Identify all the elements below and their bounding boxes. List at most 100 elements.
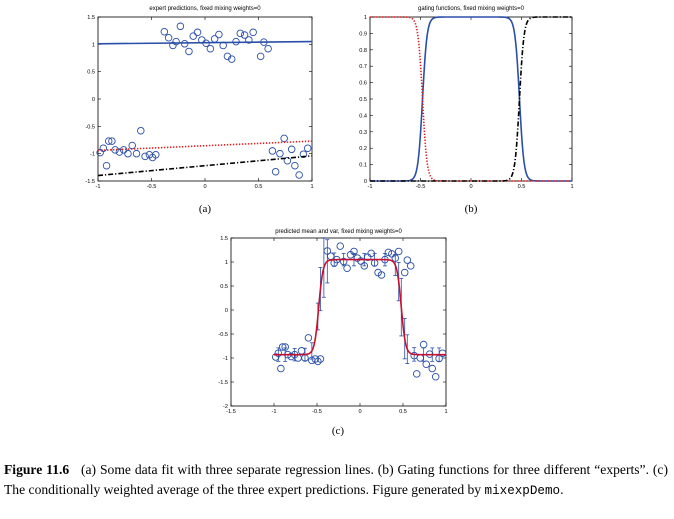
y-tick-label: 0.9 <box>359 31 367 37</box>
x-tick-label: 0 <box>358 409 361 415</box>
data-point <box>314 357 322 366</box>
data-point <box>339 257 348 266</box>
data-point <box>406 262 415 270</box>
data-point <box>104 137 113 145</box>
subfigure-label: (c) <box>332 425 345 437</box>
y-tick-label: 0.7 <box>359 64 367 70</box>
y-tick-label: 0.1 <box>359 163 367 169</box>
data-point <box>99 144 108 152</box>
y-tick-label: -1.5 <box>218 380 228 386</box>
data-point <box>422 360 430 368</box>
y-tick-label: 1 <box>364 15 367 21</box>
data-point <box>245 36 253 44</box>
data-point <box>283 157 292 165</box>
data-point <box>137 126 145 135</box>
data-point <box>336 242 344 250</box>
data-point <box>419 340 428 349</box>
x-tick-label: 0 <box>469 184 472 190</box>
chart-title: gating functions, fixed mixing weights=0 <box>418 6 525 12</box>
data-point <box>223 52 232 61</box>
predicted-mean-curve <box>273 258 447 356</box>
data-point <box>403 256 412 264</box>
data-point <box>141 152 149 161</box>
x-tick-label: 0.5 <box>518 184 526 190</box>
data-point <box>152 151 160 159</box>
data-point <box>189 32 197 40</box>
data-point <box>108 137 116 145</box>
data-point <box>124 149 132 158</box>
y-tick-label: 0 <box>92 97 95 103</box>
x-tick-label: -1 <box>272 409 277 415</box>
x-tick-label: -1 <box>368 184 373 190</box>
data-point <box>413 370 421 378</box>
data-point <box>236 29 245 38</box>
data-point <box>287 145 296 154</box>
x-tick-label: 1 <box>570 184 573 190</box>
data-point <box>343 264 351 272</box>
subfigure-label: (b) <box>465 203 478 215</box>
data-point <box>357 257 365 265</box>
y-tick-label: 0.5 <box>359 97 367 103</box>
data-point <box>277 364 285 373</box>
plot-frame <box>230 237 447 407</box>
data-point <box>271 167 280 176</box>
data-point <box>185 47 193 56</box>
data-point <box>281 343 289 351</box>
caption-figure-label: Figure 11.6 <box>4 462 70 477</box>
y-tick-label: -1 <box>223 356 228 362</box>
data-point <box>268 147 277 155</box>
subfigure-label: (a) <box>199 203 212 215</box>
y-tick-label: 0.3 <box>359 130 367 136</box>
y-tick-label: -1 <box>90 152 95 158</box>
y-tick-label: -2 <box>223 404 228 410</box>
data-point <box>304 334 313 342</box>
data-point <box>377 271 386 279</box>
data-point <box>227 55 236 63</box>
y-tick-label: 1 <box>92 42 95 48</box>
data-point <box>367 249 375 258</box>
data-point <box>172 37 180 46</box>
data-point <box>176 22 185 31</box>
caption-code: mixexpDemo <box>484 484 561 498</box>
y-tick-label: 0.4 <box>359 113 367 119</box>
gating-curve-expert-3 <box>370 16 572 182</box>
data-point <box>164 34 173 42</box>
x-tick-label: -1.5 <box>226 409 236 415</box>
data-point <box>274 349 283 357</box>
y-tick-label: 0 <box>364 179 367 185</box>
y-tick-label: -1.5 <box>85 179 95 185</box>
y-tick-label: 1 <box>225 260 228 266</box>
y-tick-label: 0.5 <box>87 70 95 76</box>
chart-title: expert predictions, fixed mixing weights… <box>149 6 261 12</box>
y-tick-label: 0.2 <box>359 146 367 152</box>
data-point <box>308 356 316 365</box>
x-tick-label: -0.5 <box>312 409 322 415</box>
y-tick-label: 0.5 <box>220 284 228 290</box>
data-point <box>303 144 312 152</box>
data-point <box>428 364 436 373</box>
plot-frame <box>369 16 573 182</box>
y-tick-label: -0.5 <box>85 124 95 130</box>
x-tick-label: -1 <box>96 184 101 190</box>
data-point <box>193 28 202 37</box>
y-tick-label: 1.5 <box>87 15 95 21</box>
x-tick-label: 0.5 <box>399 409 407 415</box>
data-point <box>180 40 189 48</box>
caption-text-line1: (a) Some data fit with three separate re… <box>80 462 591 477</box>
data-point <box>215 30 223 39</box>
y-tick-label: 0.6 <box>359 81 367 87</box>
data-point <box>316 355 325 363</box>
data-point <box>360 262 369 270</box>
data-point <box>278 343 287 351</box>
y-tick-label: 0 <box>225 308 228 314</box>
gating-curve-expert-2 <box>370 16 572 182</box>
data-point <box>384 248 393 257</box>
data-point <box>132 149 141 158</box>
x-tick-label: 1 <box>310 184 313 190</box>
data-point <box>299 150 308 158</box>
data-point <box>350 247 358 256</box>
data-point <box>323 247 332 255</box>
